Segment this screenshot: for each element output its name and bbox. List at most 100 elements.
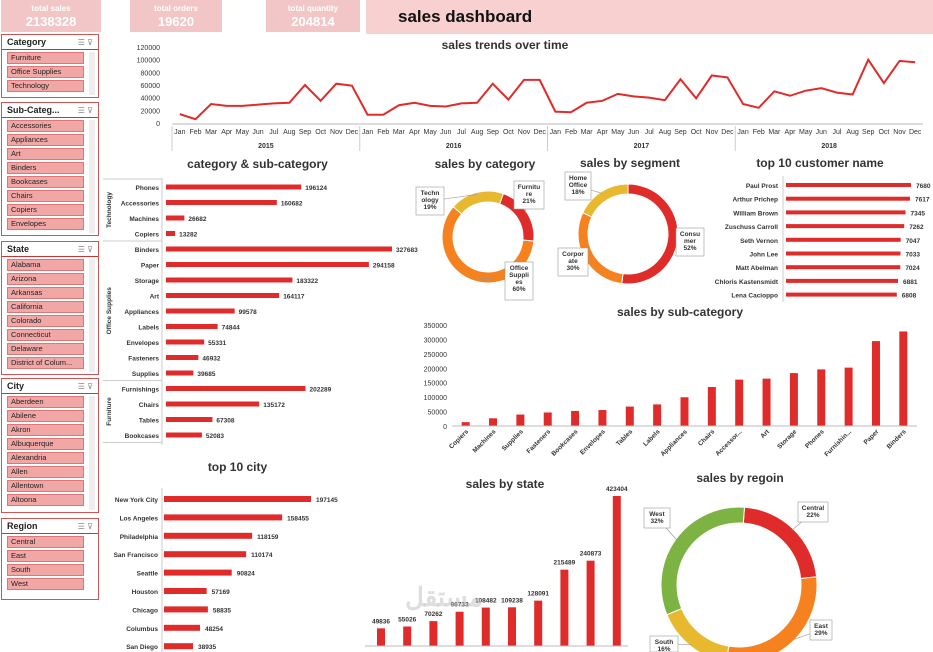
customer-bar (786, 237, 901, 242)
state-column (612, 496, 621, 646)
slicer-item[interactable]: Alexandria (7, 452, 84, 464)
slicer-item[interactable]: Binders (7, 162, 84, 174)
subcat-value: 183322 (296, 278, 318, 285)
month-tick-label: Feb (753, 129, 765, 136)
clear-filter-icon[interactable]: ☰ ⊽ (77, 245, 93, 254)
scrollbar[interactable] (89, 120, 95, 233)
slicer-city[interactable]: City ☰ ⊽ Aberdeen Abilene Akron Albuquerq… (1, 378, 99, 513)
state-column (534, 600, 543, 646)
scrollbar[interactable] (89, 396, 95, 510)
subcat-label: Accessories (121, 201, 160, 208)
subcat-label: Chairs (139, 402, 160, 409)
subcat-bar (166, 200, 277, 205)
subcategory-column (489, 418, 498, 426)
month-tick-label: Jan (550, 129, 561, 136)
clear-filter-icon[interactable]: ☰ ⊽ (77, 106, 93, 115)
subcat-value: 26682 (188, 216, 206, 223)
state-column (586, 560, 595, 646)
slicer-item[interactable]: Albuquerque (7, 438, 84, 450)
slicer-state[interactable]: State ☰ ⊽ Alabama Arizona Arkansas Califo… (1, 241, 99, 375)
month-tick-label: May (611, 129, 625, 136)
slicer-item[interactable]: Allen (7, 466, 84, 478)
y-tick-label: 80000 (141, 70, 161, 77)
clear-filter-icon[interactable]: ☰ ⊽ (77, 38, 93, 47)
slicer-item[interactable]: Allentown (7, 480, 84, 492)
month-tick-label: Jul (457, 129, 466, 136)
subcategory-column (871, 341, 880, 426)
slicer-title: State (7, 244, 30, 254)
subcat-value: 39685 (197, 371, 215, 378)
slicer-item[interactable]: Akron (7, 424, 84, 436)
month-tick-label: Oct (878, 129, 889, 136)
slicer-item[interactable]: West (7, 578, 84, 590)
kpi-total-sales-value: 2138328 (25, 14, 77, 29)
subcategory-tick-label: Labels (642, 428, 662, 448)
slicer-item[interactable]: Furniture (7, 52, 84, 64)
subcat-bar (166, 417, 213, 422)
subcat-value: 164117 (283, 294, 305, 301)
data-label-box (649, 635, 679, 652)
state-value: 128091 (527, 591, 549, 598)
slicer-category[interactable]: Category ☰ ⊽ Furniture Office Supplies Te… (1, 34, 99, 98)
slicer-item[interactable]: Delaware (7, 343, 84, 355)
slicer-item[interactable]: District of Colum... (7, 357, 84, 369)
slicer-item[interactable]: Envelopes (7, 218, 84, 230)
slicer-item[interactable]: Arizona (7, 273, 84, 285)
subcategory-column (543, 412, 552, 426)
slicer-item[interactable]: Bookcases (7, 176, 84, 188)
scrollbar[interactable] (89, 52, 95, 95)
month-tick-label: Sep (299, 129, 312, 136)
month-tick-label: Mar (768, 129, 781, 136)
slicer-item[interactable]: Technology (7, 80, 84, 92)
customer-label: John Lee (749, 252, 778, 259)
state-value: 109238 (501, 597, 523, 604)
month-tick-label: Sep (862, 129, 875, 136)
slicer-item[interactable]: Abilene (7, 410, 84, 422)
slicer-item[interactable]: California (7, 301, 84, 313)
y-tick-label: 300000 (424, 337, 447, 344)
slicer-item[interactable]: Art (7, 148, 84, 160)
city-value: 57169 (212, 589, 230, 596)
month-tick-label: Jul (645, 129, 654, 136)
donut-slice (727, 576, 818, 652)
slicer-item[interactable]: Aberdeen (7, 396, 84, 408)
clear-filter-icon[interactable]: ☰ ⊽ (77, 522, 93, 531)
subcat-value: 67308 (216, 418, 234, 425)
slicer-item[interactable]: Copiers (7, 204, 84, 216)
slicer-item[interactable]: Alabama (7, 259, 84, 271)
slicer-item[interactable]: Altoona (7, 494, 84, 506)
donut-slice (582, 183, 629, 218)
subcat-label: Tables (139, 418, 159, 425)
scrollbar[interactable] (89, 259, 95, 372)
slicer-item[interactable]: Chairs (7, 190, 84, 202)
kpi-total-orders-value: 19620 (157, 14, 195, 29)
subcat-label: Binders (135, 247, 160, 254)
subcat-bar (166, 231, 176, 236)
data-label-box (557, 247, 589, 277)
y-tick-label: 100000 (137, 58, 160, 65)
slicer-region[interactable]: Region ☰ ⊽ Central East South West (1, 518, 99, 600)
slicer-item[interactable]: South (7, 564, 84, 576)
y-tick-label: 250000 (424, 352, 447, 359)
subcat-bar (166, 277, 293, 283)
slicer-item[interactable]: Arkansas (7, 287, 84, 299)
subcategory-column (680, 397, 689, 426)
subcategory-column (735, 379, 744, 426)
slicer-header: City ☰ ⊽ (2, 379, 98, 394)
trend-line (179, 57, 916, 121)
subcat-bar (166, 215, 185, 221)
slicer-item[interactable]: Central (7, 536, 84, 548)
slicer-item[interactable]: Appliances (7, 134, 84, 146)
customer-bar (786, 265, 901, 270)
customer-bar (786, 210, 906, 215)
slicer-item[interactable]: Accessories (7, 120, 84, 132)
subcat-bar (166, 355, 199, 360)
slicer-item[interactable]: Office Supplies (7, 66, 84, 78)
month-tick-label: Oct (691, 129, 702, 136)
slicer-item[interactable]: Colorado (7, 315, 84, 327)
slicer-subcategory[interactable]: Sub-Categ... ☰ ⊽ Accessories Appliances A… (1, 102, 99, 236)
clear-filter-icon[interactable]: ☰ ⊽ (77, 382, 93, 391)
slicer-item[interactable]: Connecticut (7, 329, 84, 341)
month-tick-label: Feb (377, 129, 389, 136)
slicer-item[interactable]: East (7, 550, 84, 562)
